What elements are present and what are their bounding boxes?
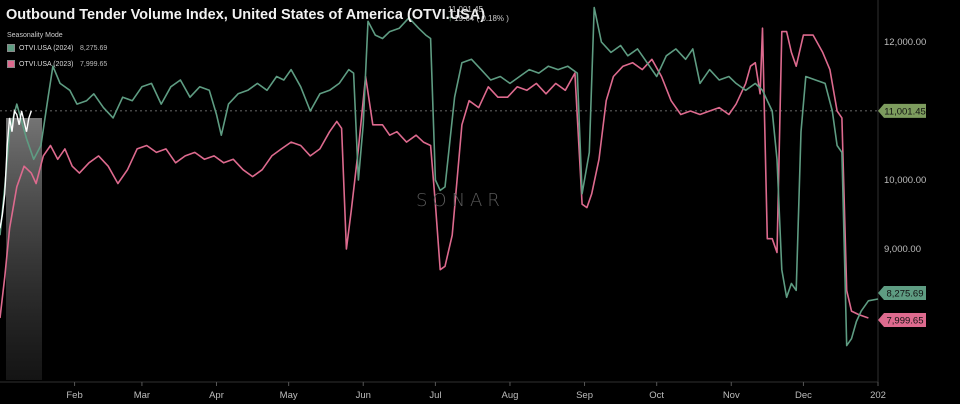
x-tick-label: Sep	[576, 390, 593, 401]
legend-swatch-2024	[7, 44, 15, 52]
reference-badge: 11,001.45	[878, 103, 926, 118]
value-badges: 11,001.45 8,275.69 7,999.65	[878, 103, 926, 328]
y-tick-label: 9,000.00	[884, 244, 921, 255]
reference-badge-label: 11,001.45	[884, 106, 926, 117]
x-tick-label: Jun	[356, 390, 371, 401]
badge-2023-shape	[878, 313, 926, 328]
x-tick-label: Mar	[134, 390, 150, 401]
x-tick-label: Nov	[723, 390, 740, 401]
series-line-2024	[0, 6, 879, 347]
up-arrow-icon: ↑	[448, 14, 452, 23]
y-tick-label: 12,000.00	[884, 37, 926, 48]
sonar-watermark: SONAR	[416, 190, 505, 211]
x-tick-label: Oct	[649, 390, 664, 401]
current-period-shade	[6, 118, 42, 380]
legend-label-2024: OTVI.USA (2024)	[19, 44, 74, 52]
y-tick-label: 10,000.00	[884, 175, 926, 186]
badge-2024-label: 8,275.69	[887, 288, 924, 299]
badge-2024: 8,275.69	[878, 285, 926, 300]
legend-item-2024[interactable]: OTVI.USA (2024) 8,275.69	[7, 44, 107, 52]
x-tick-label: May	[280, 390, 298, 401]
badge-2023-label: 7,999.65	[887, 316, 924, 327]
last-price: 11,001.45	[448, 5, 483, 14]
legend-item-2023[interactable]: OTVI.USA (2023) 7,999.65	[7, 60, 107, 68]
chart-title: Outbound Tender Volume Index, United Sta…	[6, 7, 486, 23]
x-tick-label: Dec	[795, 390, 812, 401]
badge-2024-shape	[878, 285, 926, 300]
x-tick-label: Jul	[429, 390, 441, 401]
current-year-line	[0, 109, 32, 229]
x-axis-ticks: Feb Mar Apr May Jun Jul Aug Sep Oct Nov Dec 202	[66, 382, 886, 401]
badge-2023: 7,999.65	[878, 313, 926, 328]
last-change: ↑ 19.64 ( 0.18% )	[448, 14, 509, 23]
legend-value-2023: 7,999.65	[80, 60, 108, 68]
x-tick-label: 202	[870, 390, 886, 401]
y-axis-ticks: 9,000.00 10,000.00 12,000.00	[884, 37, 926, 255]
reference-badge-shape	[878, 103, 926, 118]
legend-value-2024: 8,275.69	[80, 44, 108, 52]
x-tick-label: Aug	[502, 390, 519, 401]
series-line-2023	[0, 27, 869, 319]
legend-label-2023: OTVI.USA (2023)	[19, 60, 74, 68]
series-group	[0, 6, 879, 347]
last-change-value: 19.64 ( 0.18% )	[454, 14, 509, 23]
x-tick-label: Apr	[209, 390, 224, 401]
x-tick-label: Feb	[66, 390, 82, 401]
legend-swatch-2023	[7, 60, 15, 68]
seasonality-mode-label: Seasonality Mode	[7, 32, 63, 39]
